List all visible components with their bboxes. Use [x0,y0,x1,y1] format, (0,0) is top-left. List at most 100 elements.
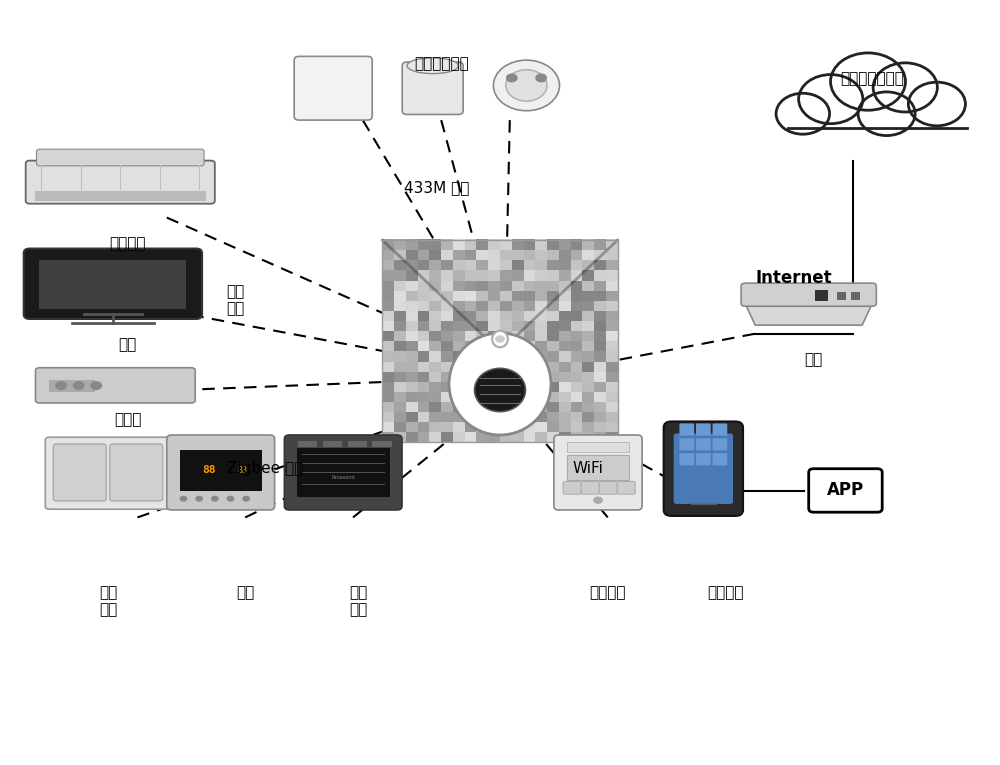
FancyBboxPatch shape [406,300,419,311]
FancyBboxPatch shape [571,321,583,331]
FancyBboxPatch shape [500,371,513,382]
FancyBboxPatch shape [535,431,548,442]
FancyBboxPatch shape [606,280,619,291]
FancyBboxPatch shape [547,340,560,351]
FancyBboxPatch shape [547,361,560,372]
FancyBboxPatch shape [465,330,477,341]
FancyBboxPatch shape [406,422,419,432]
FancyBboxPatch shape [441,350,454,362]
FancyBboxPatch shape [465,249,477,260]
FancyBboxPatch shape [567,441,629,452]
FancyBboxPatch shape [453,310,466,321]
FancyBboxPatch shape [418,300,430,311]
FancyBboxPatch shape [606,361,619,372]
FancyBboxPatch shape [406,270,419,281]
FancyBboxPatch shape [441,330,454,341]
FancyBboxPatch shape [441,259,454,270]
Text: Zigbee 无线: Zigbee 无线 [227,461,303,477]
FancyBboxPatch shape [524,381,536,392]
FancyBboxPatch shape [406,371,419,382]
FancyBboxPatch shape [535,330,548,341]
FancyBboxPatch shape [547,280,560,291]
FancyBboxPatch shape [418,422,430,432]
FancyBboxPatch shape [524,431,536,442]
FancyBboxPatch shape [418,290,430,301]
FancyBboxPatch shape [512,310,524,321]
FancyBboxPatch shape [476,321,489,331]
FancyBboxPatch shape [606,259,619,270]
FancyBboxPatch shape [402,62,463,115]
Circle shape [506,73,518,83]
FancyBboxPatch shape [512,361,524,372]
FancyBboxPatch shape [406,280,419,291]
FancyBboxPatch shape [394,381,407,392]
Circle shape [831,53,905,110]
Text: 光猫: 光猫 [804,353,823,367]
FancyBboxPatch shape [559,401,572,412]
FancyBboxPatch shape [488,412,501,422]
FancyBboxPatch shape [394,249,407,260]
FancyBboxPatch shape [382,280,395,291]
FancyBboxPatch shape [429,259,442,270]
FancyBboxPatch shape [429,371,442,382]
FancyBboxPatch shape [418,340,430,351]
FancyBboxPatch shape [571,371,583,382]
FancyBboxPatch shape [788,97,967,129]
FancyBboxPatch shape [372,441,392,447]
FancyBboxPatch shape [453,381,466,392]
FancyBboxPatch shape [559,270,572,281]
Circle shape [242,496,250,502]
FancyBboxPatch shape [559,350,572,362]
FancyBboxPatch shape [394,270,407,281]
FancyBboxPatch shape [582,412,595,422]
FancyBboxPatch shape [382,290,395,301]
FancyBboxPatch shape [535,371,548,382]
FancyBboxPatch shape [547,310,560,321]
FancyBboxPatch shape [406,290,419,301]
FancyBboxPatch shape [594,290,607,301]
FancyBboxPatch shape [524,422,536,432]
FancyBboxPatch shape [547,270,560,281]
FancyBboxPatch shape [547,422,560,432]
FancyBboxPatch shape [465,371,477,382]
FancyBboxPatch shape [524,330,536,341]
FancyBboxPatch shape [394,391,407,402]
FancyBboxPatch shape [512,412,524,422]
FancyBboxPatch shape [453,361,466,372]
FancyBboxPatch shape [512,321,524,331]
FancyBboxPatch shape [582,270,595,281]
FancyBboxPatch shape [45,438,171,509]
FancyBboxPatch shape [476,371,489,382]
Circle shape [493,60,560,111]
FancyBboxPatch shape [500,310,513,321]
FancyBboxPatch shape [488,290,501,301]
FancyBboxPatch shape [500,350,513,362]
FancyBboxPatch shape [406,401,419,412]
FancyBboxPatch shape [547,431,560,442]
FancyBboxPatch shape [418,401,430,412]
FancyBboxPatch shape [465,361,477,372]
FancyBboxPatch shape [582,249,595,260]
FancyBboxPatch shape [547,350,560,362]
FancyBboxPatch shape [606,330,619,341]
FancyBboxPatch shape [594,350,607,362]
FancyBboxPatch shape [294,57,372,120]
FancyBboxPatch shape [418,361,430,372]
FancyBboxPatch shape [741,283,876,306]
FancyBboxPatch shape [594,401,607,412]
FancyBboxPatch shape [418,391,430,402]
FancyBboxPatch shape [429,391,442,402]
FancyBboxPatch shape [559,361,572,372]
FancyBboxPatch shape [406,431,419,442]
FancyBboxPatch shape [465,391,477,402]
Text: 电视: 电视 [118,337,137,353]
FancyBboxPatch shape [559,391,572,402]
FancyBboxPatch shape [582,381,595,392]
FancyBboxPatch shape [535,300,548,311]
FancyBboxPatch shape [406,249,419,260]
FancyBboxPatch shape [394,239,407,250]
FancyBboxPatch shape [465,321,477,331]
FancyBboxPatch shape [167,435,275,510]
FancyBboxPatch shape [453,280,466,291]
FancyBboxPatch shape [571,391,583,402]
